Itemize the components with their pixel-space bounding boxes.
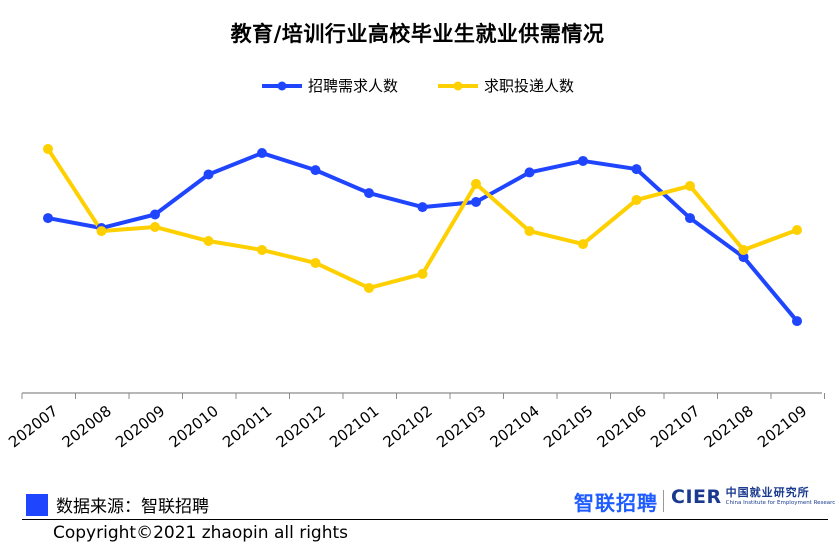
data-point-0-202109 [792,316,802,327]
data-source: 数据来源：智联招聘 [26,492,209,517]
data-point-0-202107 [685,213,695,224]
data-point-0-202102 [417,202,428,213]
x-tick-label: 202102 [380,402,436,451]
data-point-1-202010 [203,236,214,247]
data-point-0-202106 [631,164,642,175]
legend: 招聘需求人数 求职投递人数 [262,77,574,95]
copyright-text: Copyright©2021 zhaopin all rights [53,523,349,543]
source-text: 数据来源：智联招聘 [56,497,209,517]
data-point-0-202009 [150,209,160,220]
footer-divider [22,519,828,520]
x-tick-label: 202109 [754,402,810,451]
data-point-0-202010 [203,169,214,180]
x-tick-label: 202101 [326,402,382,451]
data-point-0-202105 [578,155,588,166]
x-tick-label: 202104 [487,402,543,451]
series-line-0 [46,151,799,324]
data-point-1-202106 [631,194,642,205]
data-point-1-202007 [43,143,53,154]
data-point-0-202011 [257,148,267,159]
legend-label-0: 招聘需求人数 [308,77,398,95]
data-point-0-202103 [471,197,481,208]
x-tick-label: 202012 [273,402,329,451]
data-point-1-202011 [257,244,267,255]
x-tick-label: 202008 [59,402,115,451]
data-point-0-202108 [738,252,749,263]
data-point-1-202102 [417,268,428,279]
chart-title: 教育/培训行业高校毕业生就业供需情况 [230,22,605,46]
x-tick-label: 202007 [5,402,61,451]
x-tick-label: 202103 [433,402,489,451]
cier-logo: CIER 中国就业研究所 China Institute for Employm… [671,486,835,508]
data-point-0-202007 [43,213,53,224]
x-tick-label: 202010 [166,402,222,451]
cier-name-en: China Institute for Employment Research [725,500,835,506]
x-axis-ticks: 2020072020082020092020102020112020122021… [5,393,825,451]
data-point-1-202101 [364,282,374,293]
data-point-1-202108 [738,244,749,255]
data-point-0-202101 [364,188,374,199]
logo-divider [663,490,664,512]
x-tick-label: 202105 [540,402,596,451]
x-tick-label: 202107 [647,402,703,451]
source-square-icon [26,493,48,516]
data-point-1-202008 [96,226,107,237]
data-point-1-202104 [524,226,535,237]
data-point-1-202012 [310,257,321,268]
data-point-1-202009 [150,221,160,232]
x-tick-label: 202108 [701,402,757,451]
legend-marker-0 [277,81,287,91]
series-line-1 [46,146,799,290]
data-point-1-202109 [792,225,802,236]
legend-marker-1 [453,81,463,91]
data-point-1-202105 [578,239,588,250]
legend-label-1: 求职投递人数 [484,77,574,95]
cier-name-cn: 中国就业研究所 [725,486,810,499]
data-point-1-202107 [685,180,695,191]
data-point-1-202103 [471,178,481,189]
series-layer [43,143,802,327]
x-tick-label: 202106 [594,402,650,451]
zhaopin-logo: 智联招聘 [574,491,658,515]
x-tick-label: 202011 [219,402,275,451]
x-tick-label: 202009 [112,402,168,451]
data-point-0-202104 [524,167,535,178]
cier-mark: CIER [671,486,722,508]
data-point-0-202012 [310,165,321,176]
